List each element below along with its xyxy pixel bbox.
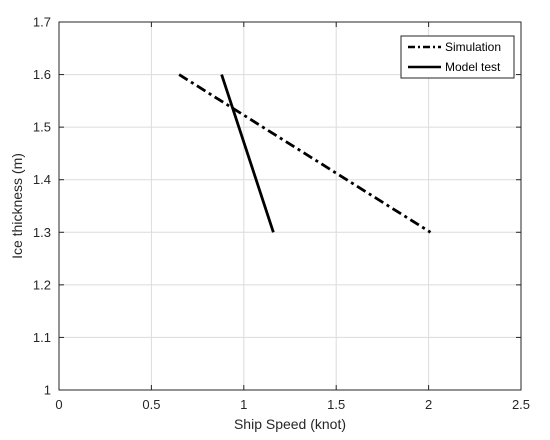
x-tick-label: 1.5 (327, 397, 345, 412)
y-axis-label: Ice thickness (m) (9, 153, 25, 259)
y-tick-label: 1.1 (33, 330, 51, 345)
series-line-simulation (178, 73, 432, 234)
series-line-model-test (220, 74, 275, 233)
x-tick-label: 0 (55, 397, 62, 412)
axis-ticks: 0 0.5 1 1.5 2 2.5 1 1.1 1.2 1.3 1.4 1.5 1.6 1.7 (33, 15, 530, 413)
plot-area (59, 22, 521, 390)
y-tick-label: 1.3 (33, 225, 51, 240)
legend-box (400, 35, 515, 79)
y-tick-label: 1.5 (33, 120, 51, 135)
y-tick-label: 1.7 (33, 15, 51, 30)
legend: Simulation Model test (400, 35, 515, 79)
y-tick-label: 1 (44, 383, 51, 398)
y-tick-label: 1.2 (33, 277, 51, 292)
x-tick-label: 2 (425, 397, 432, 412)
series-layer (178, 73, 432, 234)
y-tick-label: 1.6 (33, 67, 51, 82)
x-tick-label: 1 (240, 397, 247, 412)
legend-label-model-test: Model test (445, 60, 501, 74)
plot-frame (58, 21, 522, 391)
x-axis-label: Ship Speed (knot) (234, 416, 346, 432)
legend-label-simulation: Simulation (445, 40, 501, 54)
x-tick-label: 2.5 (512, 397, 530, 412)
y-tick-label: 1.4 (33, 172, 51, 187)
x-tick-label: 0.5 (142, 397, 160, 412)
